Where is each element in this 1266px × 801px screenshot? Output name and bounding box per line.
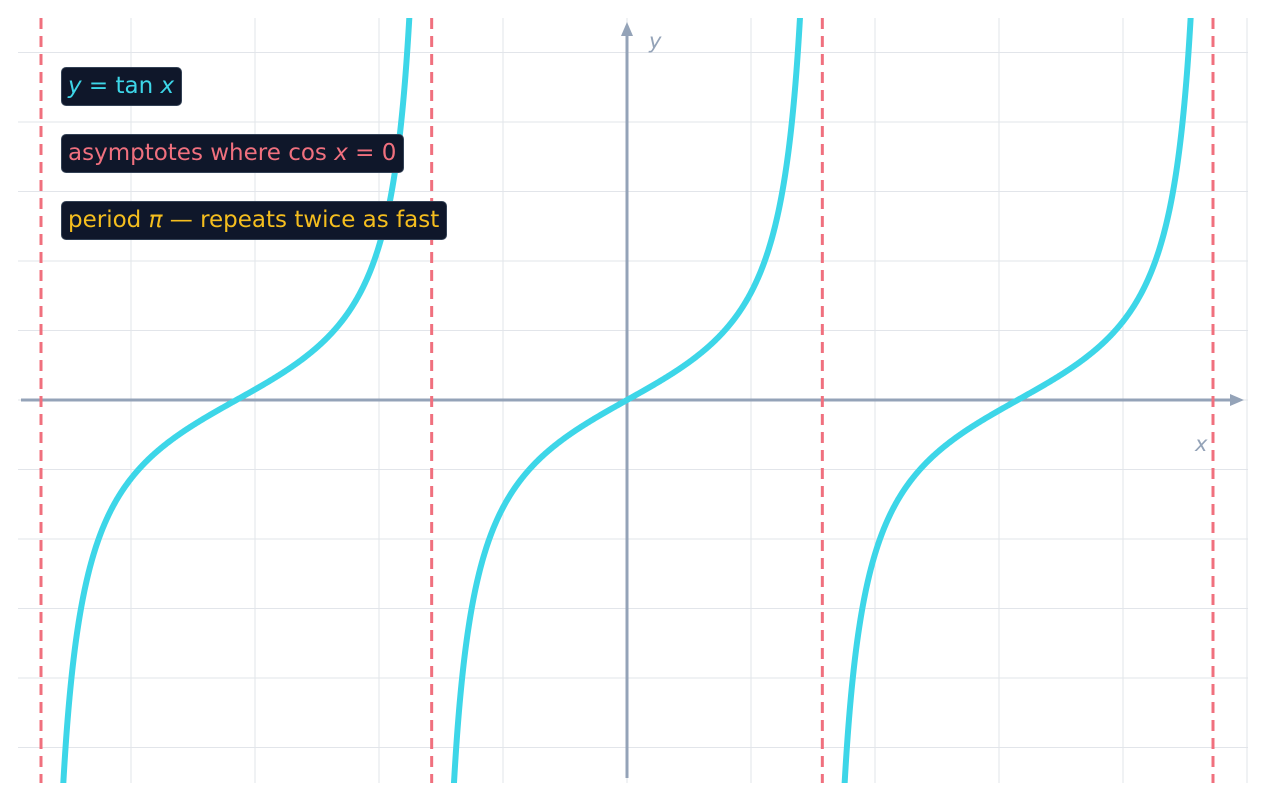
tan-curve-branch <box>60 18 413 783</box>
asymptote-note: asymptotes where cos x = 0 <box>61 134 405 173</box>
x-axis-label: x <box>1195 432 1208 456</box>
annotation-text-part: = tan <box>81 73 161 99</box>
y-axis-label: y <box>649 29 662 53</box>
y-axis-arrow <box>621 22 633 36</box>
function-label: y = tan x <box>61 67 183 106</box>
annotation-text-part: — repeats twice as fast <box>162 207 440 233</box>
annotation-text-part: π <box>148 207 163 233</box>
x-axis-arrow <box>1230 394 1244 406</box>
annotation-text-part: = 0 <box>347 140 397 166</box>
annotation-text-part: asymptotes where cos <box>68 140 335 166</box>
annotation-text-part: x <box>160 73 175 99</box>
annotation-text-part: y <box>68 73 82 99</box>
annotation-text-part: period <box>68 207 149 233</box>
tan-curve-branch <box>841 18 1194 783</box>
grid-layer <box>18 18 1248 783</box>
annotation-text-part: x <box>334 140 348 166</box>
curve-layer <box>60 18 1194 783</box>
asymptote-layer <box>39 18 1215 783</box>
period-note: period π — repeats twice as fast <box>61 201 448 240</box>
tan-curve-branch <box>450 18 803 783</box>
